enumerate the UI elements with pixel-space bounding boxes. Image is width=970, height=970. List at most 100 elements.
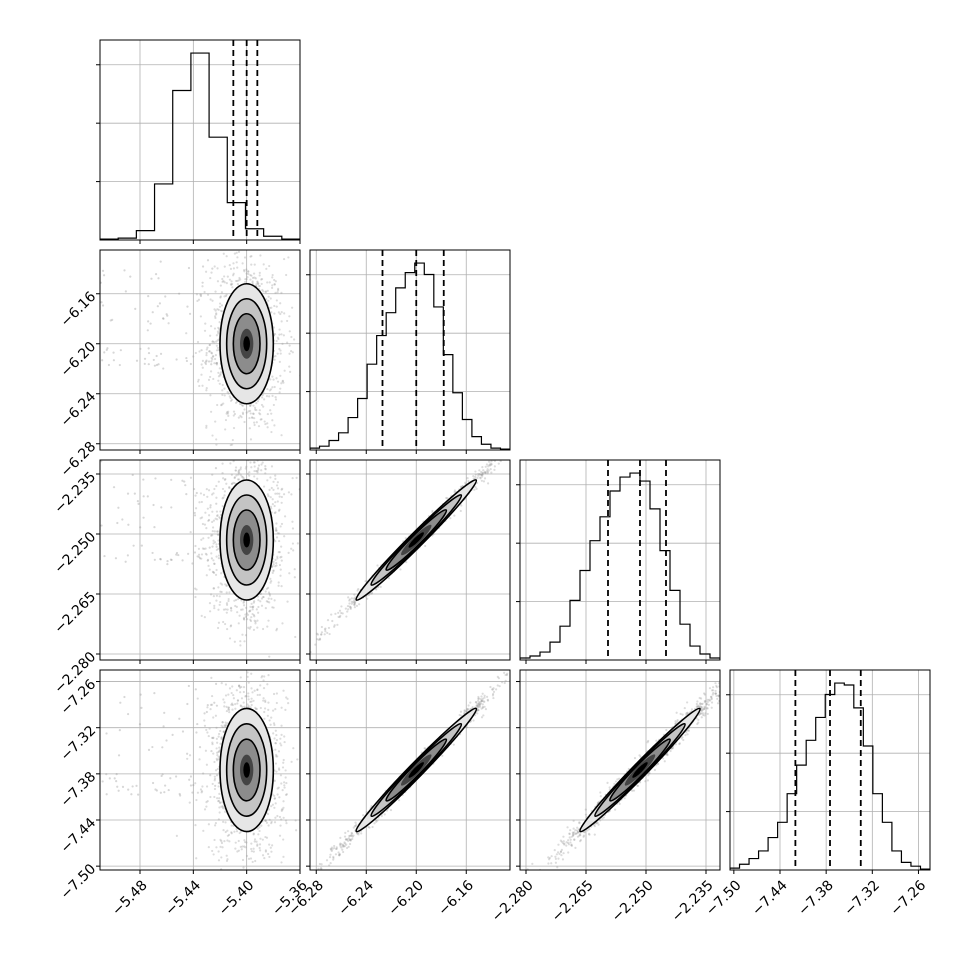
scatter-point xyxy=(242,600,246,603)
scatter-point xyxy=(208,602,212,605)
scatter-point xyxy=(225,482,228,485)
scatter-point xyxy=(229,625,232,628)
scatter-point xyxy=(217,800,220,803)
scatter-point xyxy=(326,619,330,622)
scatter-point xyxy=(280,501,283,504)
scatter-point xyxy=(323,633,326,636)
scatter-point xyxy=(205,360,208,363)
scatter-point xyxy=(196,791,200,794)
scatter-point xyxy=(477,472,480,476)
scatter-point xyxy=(236,282,239,286)
scatter-point xyxy=(265,267,268,270)
scatter-point xyxy=(229,283,233,286)
scatter-point xyxy=(304,753,306,755)
scatter-point xyxy=(166,560,169,563)
scatter-point xyxy=(217,480,220,483)
scatter-point xyxy=(212,853,215,856)
scatter-point xyxy=(490,460,493,463)
scatter-point xyxy=(364,579,367,583)
scatter-point xyxy=(268,488,271,492)
scatter-point xyxy=(350,597,353,600)
scatter-point xyxy=(215,496,218,499)
scatter-point xyxy=(275,522,278,525)
scatter-point xyxy=(217,781,220,785)
scatter-point xyxy=(272,722,276,725)
scatter-point xyxy=(223,705,226,708)
scatter-point xyxy=(213,562,216,565)
scatter-point xyxy=(484,471,487,474)
scatter-point xyxy=(163,711,166,714)
scatter-point xyxy=(269,581,272,584)
scatter-point xyxy=(267,808,271,811)
scatter-point xyxy=(230,824,233,827)
scatter-point xyxy=(213,795,216,799)
scatter-point xyxy=(154,273,158,276)
scatter-point xyxy=(215,599,218,602)
scatter-point xyxy=(243,269,246,272)
scatter-point xyxy=(271,276,274,279)
scatter-point xyxy=(194,595,197,599)
scatter-point xyxy=(186,752,189,755)
scatter-point xyxy=(194,351,197,355)
scatter-point xyxy=(214,290,217,293)
scatter-point xyxy=(274,395,277,399)
scatter-point xyxy=(262,485,266,488)
scatter-point xyxy=(518,434,520,436)
scatter-point xyxy=(535,652,537,654)
scatter-point xyxy=(226,834,230,837)
scatter-point xyxy=(239,438,241,440)
scatter-point xyxy=(279,774,283,777)
scatter-point xyxy=(305,650,307,652)
scatter-point xyxy=(263,457,265,459)
scatter-point xyxy=(217,818,220,821)
scatter-point xyxy=(254,622,257,625)
scatter-point xyxy=(352,597,356,600)
scatter-point xyxy=(497,462,500,465)
scatter-point xyxy=(211,510,214,513)
scatter-point xyxy=(280,495,283,499)
scatter-point xyxy=(206,495,209,498)
scatter-point xyxy=(210,676,213,679)
scatter-point xyxy=(348,598,352,601)
scatter-point xyxy=(138,723,142,726)
scatter-point xyxy=(235,474,238,477)
scatter-point xyxy=(228,840,231,843)
scatter-point xyxy=(169,558,173,561)
scatter-point xyxy=(207,536,210,539)
scatter-point xyxy=(221,472,224,475)
scatter-tail xyxy=(101,682,220,797)
scatter-point xyxy=(486,482,490,485)
scatter-point xyxy=(268,719,271,722)
scatter-point xyxy=(244,467,247,470)
scatter-point xyxy=(217,608,220,611)
scatter-point xyxy=(278,539,281,543)
scatter-point xyxy=(230,609,233,612)
scatter-point xyxy=(272,488,275,491)
scatter-point xyxy=(275,738,278,742)
scatter-point xyxy=(253,406,257,409)
scatter-point xyxy=(243,270,246,273)
scatter-point xyxy=(198,555,201,559)
scatter-point xyxy=(147,363,150,366)
scatter-point xyxy=(282,855,285,858)
scatter-point xyxy=(205,424,208,427)
scatter-point xyxy=(189,784,193,787)
panel-3-0-content xyxy=(100,670,306,870)
scatter-point xyxy=(211,741,214,744)
scatter-point xyxy=(221,280,224,283)
scatter-point xyxy=(254,277,257,280)
scatter-point xyxy=(276,481,279,484)
scatter-point xyxy=(221,721,224,724)
scatter-point xyxy=(209,610,212,613)
scatter-point xyxy=(218,746,221,749)
scatter-point xyxy=(222,608,226,611)
scatter-point xyxy=(272,569,275,573)
scatter-point xyxy=(278,834,282,837)
scatter-point xyxy=(249,625,252,629)
scatter-point xyxy=(224,428,227,431)
scatter-point xyxy=(126,492,130,495)
scatter-point xyxy=(261,627,265,631)
panel-0-0 xyxy=(96,39,301,244)
scatter-point xyxy=(254,859,257,863)
scatter-point xyxy=(112,351,115,354)
